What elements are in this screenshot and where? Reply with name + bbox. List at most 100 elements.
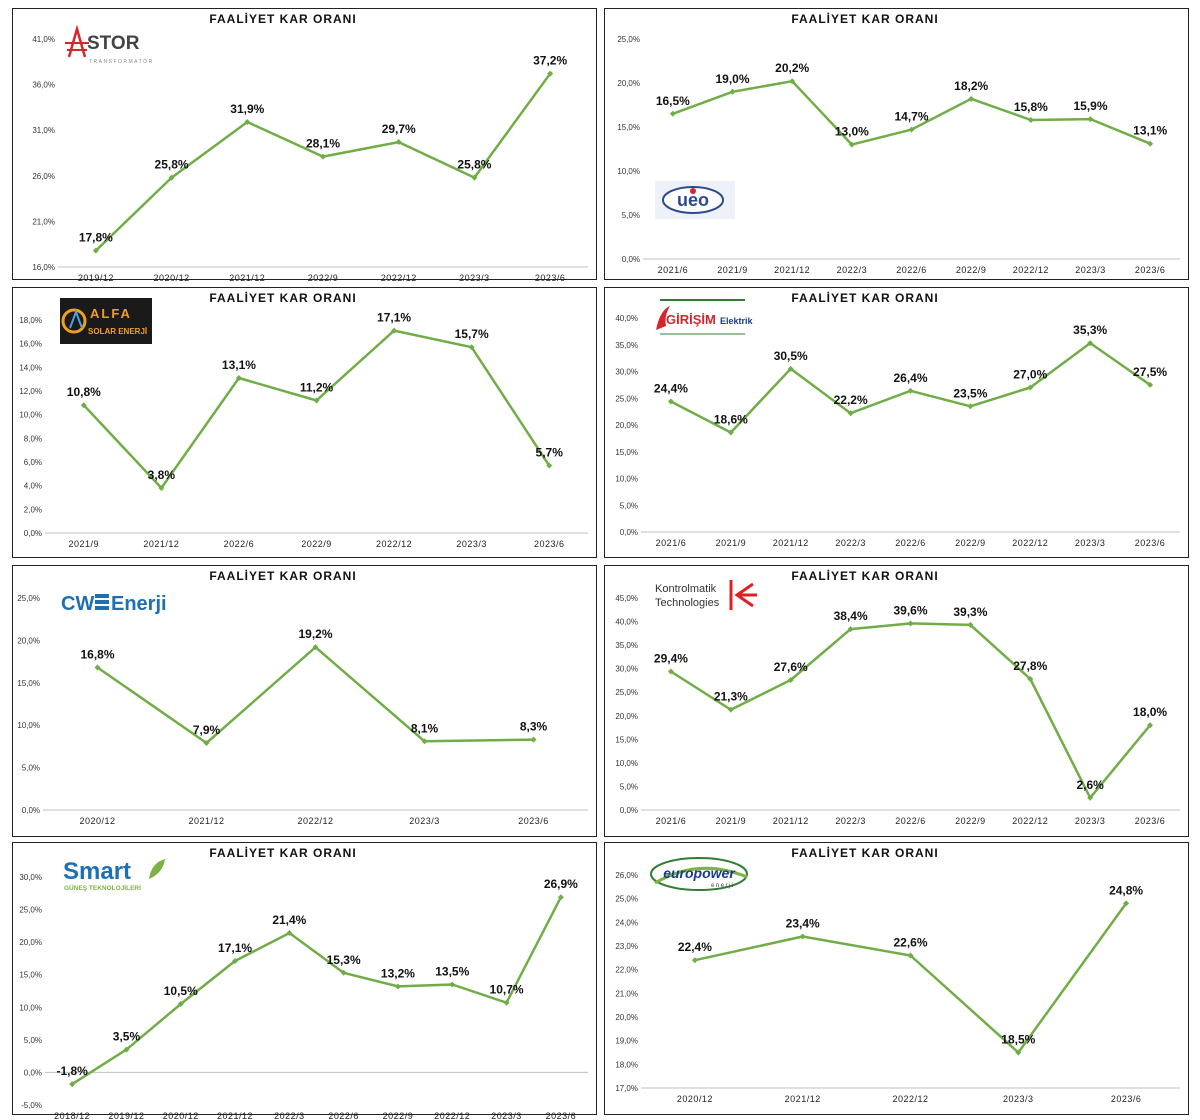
svg-text:GÜNEŞ TEKNOLOJİLERİ: GÜNEŞ TEKNOLOJİLERİ [64,883,141,892]
y-tick-label: 16,0% [19,340,42,349]
x-tick-label: 2023/3 [1075,538,1106,548]
y-tick-label: 20,0% [615,421,638,430]
x-tick-label: 2022/9 [955,816,986,826]
x-tick-label: 2019/12 [78,273,114,283]
data-point [789,78,796,85]
data-point [395,139,402,146]
data-point [799,933,806,940]
data-label: 15,8% [1014,100,1048,114]
data-label: 27,6% [774,660,808,674]
chart-svg-ueo: FAALİYET KAR ORANI ueo 0,0% 5,0% 10,0% 15,0% 2… [617,11,1180,275]
y-tick-label: 5,0% [24,1036,42,1045]
chart-title: FAALİYET KAR ORANI [791,568,938,583]
data-label: 27,5% [1133,365,1167,379]
y-tick-label: 20,0% [19,938,42,947]
series-line [694,902,1128,1054]
x-tick-label: 2022/9 [956,265,987,275]
chart-panel-astor: FAALİYET KAR ORANI STOR TRANSFORMATÖR 16,0%… [12,8,597,283]
data-point [503,999,510,1006]
data-point [787,676,794,683]
data-point [907,952,914,959]
chart-title: FAALİYET KAR ORANI [209,11,356,26]
data-point [244,118,251,125]
data-label: 38,4% [834,609,868,623]
data-point [1087,116,1094,123]
x-tick-label: 2022/12 [434,1111,470,1120]
svg-text:ALFA: ALFA [90,306,132,321]
data-point [168,174,175,181]
data-point [727,706,734,713]
chart-panel-europower: FAALİYET KAR ORANI europower enerji 17,0% 18… [604,842,1189,1115]
y-tick-label: 16,0% [32,263,55,272]
chart-panel-kontrolmatik: FAALİYET KAR ORANI Kontrolmatik Technologi… [604,565,1189,837]
data-point [449,981,456,988]
y-tick-label: 18,0% [615,1060,638,1069]
y-tick-label: 15,0% [615,735,638,744]
x-tick-label: 2023/3 [491,1111,522,1120]
y-tick-label: 5,0% [622,211,640,220]
y-tick-label: 25,0% [617,35,640,44]
data-label: 22,4% [678,940,712,954]
y-tick-label: 0,0% [620,528,638,537]
data-label: 24,8% [1109,883,1143,897]
x-tick-label: 2021/12 [785,1094,821,1104]
svg-text:Enerji: Enerji [111,593,167,615]
y-tick-label: 15,0% [17,679,40,688]
svg-text:Smart: Smart [63,858,131,885]
x-tick-label: 2020/12 [163,1111,199,1120]
x-tick-label: 2023/3 [1003,1094,1034,1104]
data-label: -1,8% [56,1064,88,1078]
data-point [967,621,974,628]
x-tick-label: 2022/6 [328,1111,359,1120]
y-tick-label: 10,0% [615,475,638,484]
svg-text:enerji: enerji [711,883,735,889]
x-tick-label: 2022/12 [1012,538,1048,548]
data-label: 10,8% [67,385,101,399]
kontrolmatik-logo: Kontrolmatik Technologies [655,580,757,610]
x-tick-label: 2022/12 [1012,816,1048,826]
y-tick-label: 10,0% [615,759,638,768]
data-label: 31,9% [230,102,264,116]
y-tick-label: 21,0% [32,217,55,226]
x-tick-label: 2021/12 [773,816,809,826]
y-tick-label: 4,0% [24,482,42,491]
svg-text:GİRİŞİM: GİRİŞİM [666,312,716,327]
data-label: 13,1% [1133,124,1167,138]
data-point [787,365,794,372]
x-tick-label: 2021/9 [69,539,100,549]
x-tick-label: 2022/3 [835,538,866,548]
data-label: 16,8% [80,648,114,662]
data-point [80,402,87,409]
chart-svg-cw: FAALİYET KAR ORANI CW Enerji 0,0% 5,0% 10,0% 1… [17,568,588,826]
data-label: 18,2% [954,79,988,93]
data-point [92,247,99,254]
chart-svg-europower: FAALİYET KAR ORANI europower enerji 17,0% 18… [615,845,1180,1104]
chart-panel-smart: FAALİYET KAR ORANI Smart GÜNEŞ TEKNOLOJİLE… [12,842,597,1120]
x-tick-label: 2021/12 [229,273,265,283]
data-label: 19,0% [715,72,749,86]
data-point [394,983,401,990]
x-tick-label: 2022/6 [224,539,255,549]
x-tick-label: 2022/12 [1013,265,1049,275]
y-tick-label: 8,0% [24,434,42,443]
chart-panel-girisim: FAALİYET KAR ORANI GİRİŞİM Elektrik 0,0% 5,0… [604,287,1189,558]
data-point [320,153,326,160]
chart-panel-cw: FAALİYET KAR ORANI CW Enerji 0,0% 5,0% 10,0% 1… [12,565,597,837]
chart-panel-alfa: FAALİYET KAR ORANI ALFA SOLAR ENERJİ 0,0% 2,… [12,287,597,558]
data-point [177,1001,184,1008]
data-point [547,70,554,77]
data-label: 17,1% [218,941,252,955]
y-tick-label: 0,0% [620,806,638,815]
data-label: 19,2% [298,627,332,641]
svg-text:Technologies: Technologies [655,597,720,609]
data-point [421,738,428,745]
data-label: 5,7% [536,446,564,460]
chart-panel-ueo: FAALİYET KAR ORANI ueo 0,0% 5,0% 10,0% 15,0% 2… [604,8,1189,280]
y-tick-label: 6,0% [24,458,42,467]
x-tick-label: 2021/9 [716,816,747,826]
x-tick-label: 2021/6 [658,265,689,275]
x-tick-label: 2023/3 [459,273,490,283]
y-tick-label: 22,0% [615,966,638,975]
y-tick-label: 14,0% [19,363,42,372]
x-tick-label: 2023/6 [546,1111,577,1120]
